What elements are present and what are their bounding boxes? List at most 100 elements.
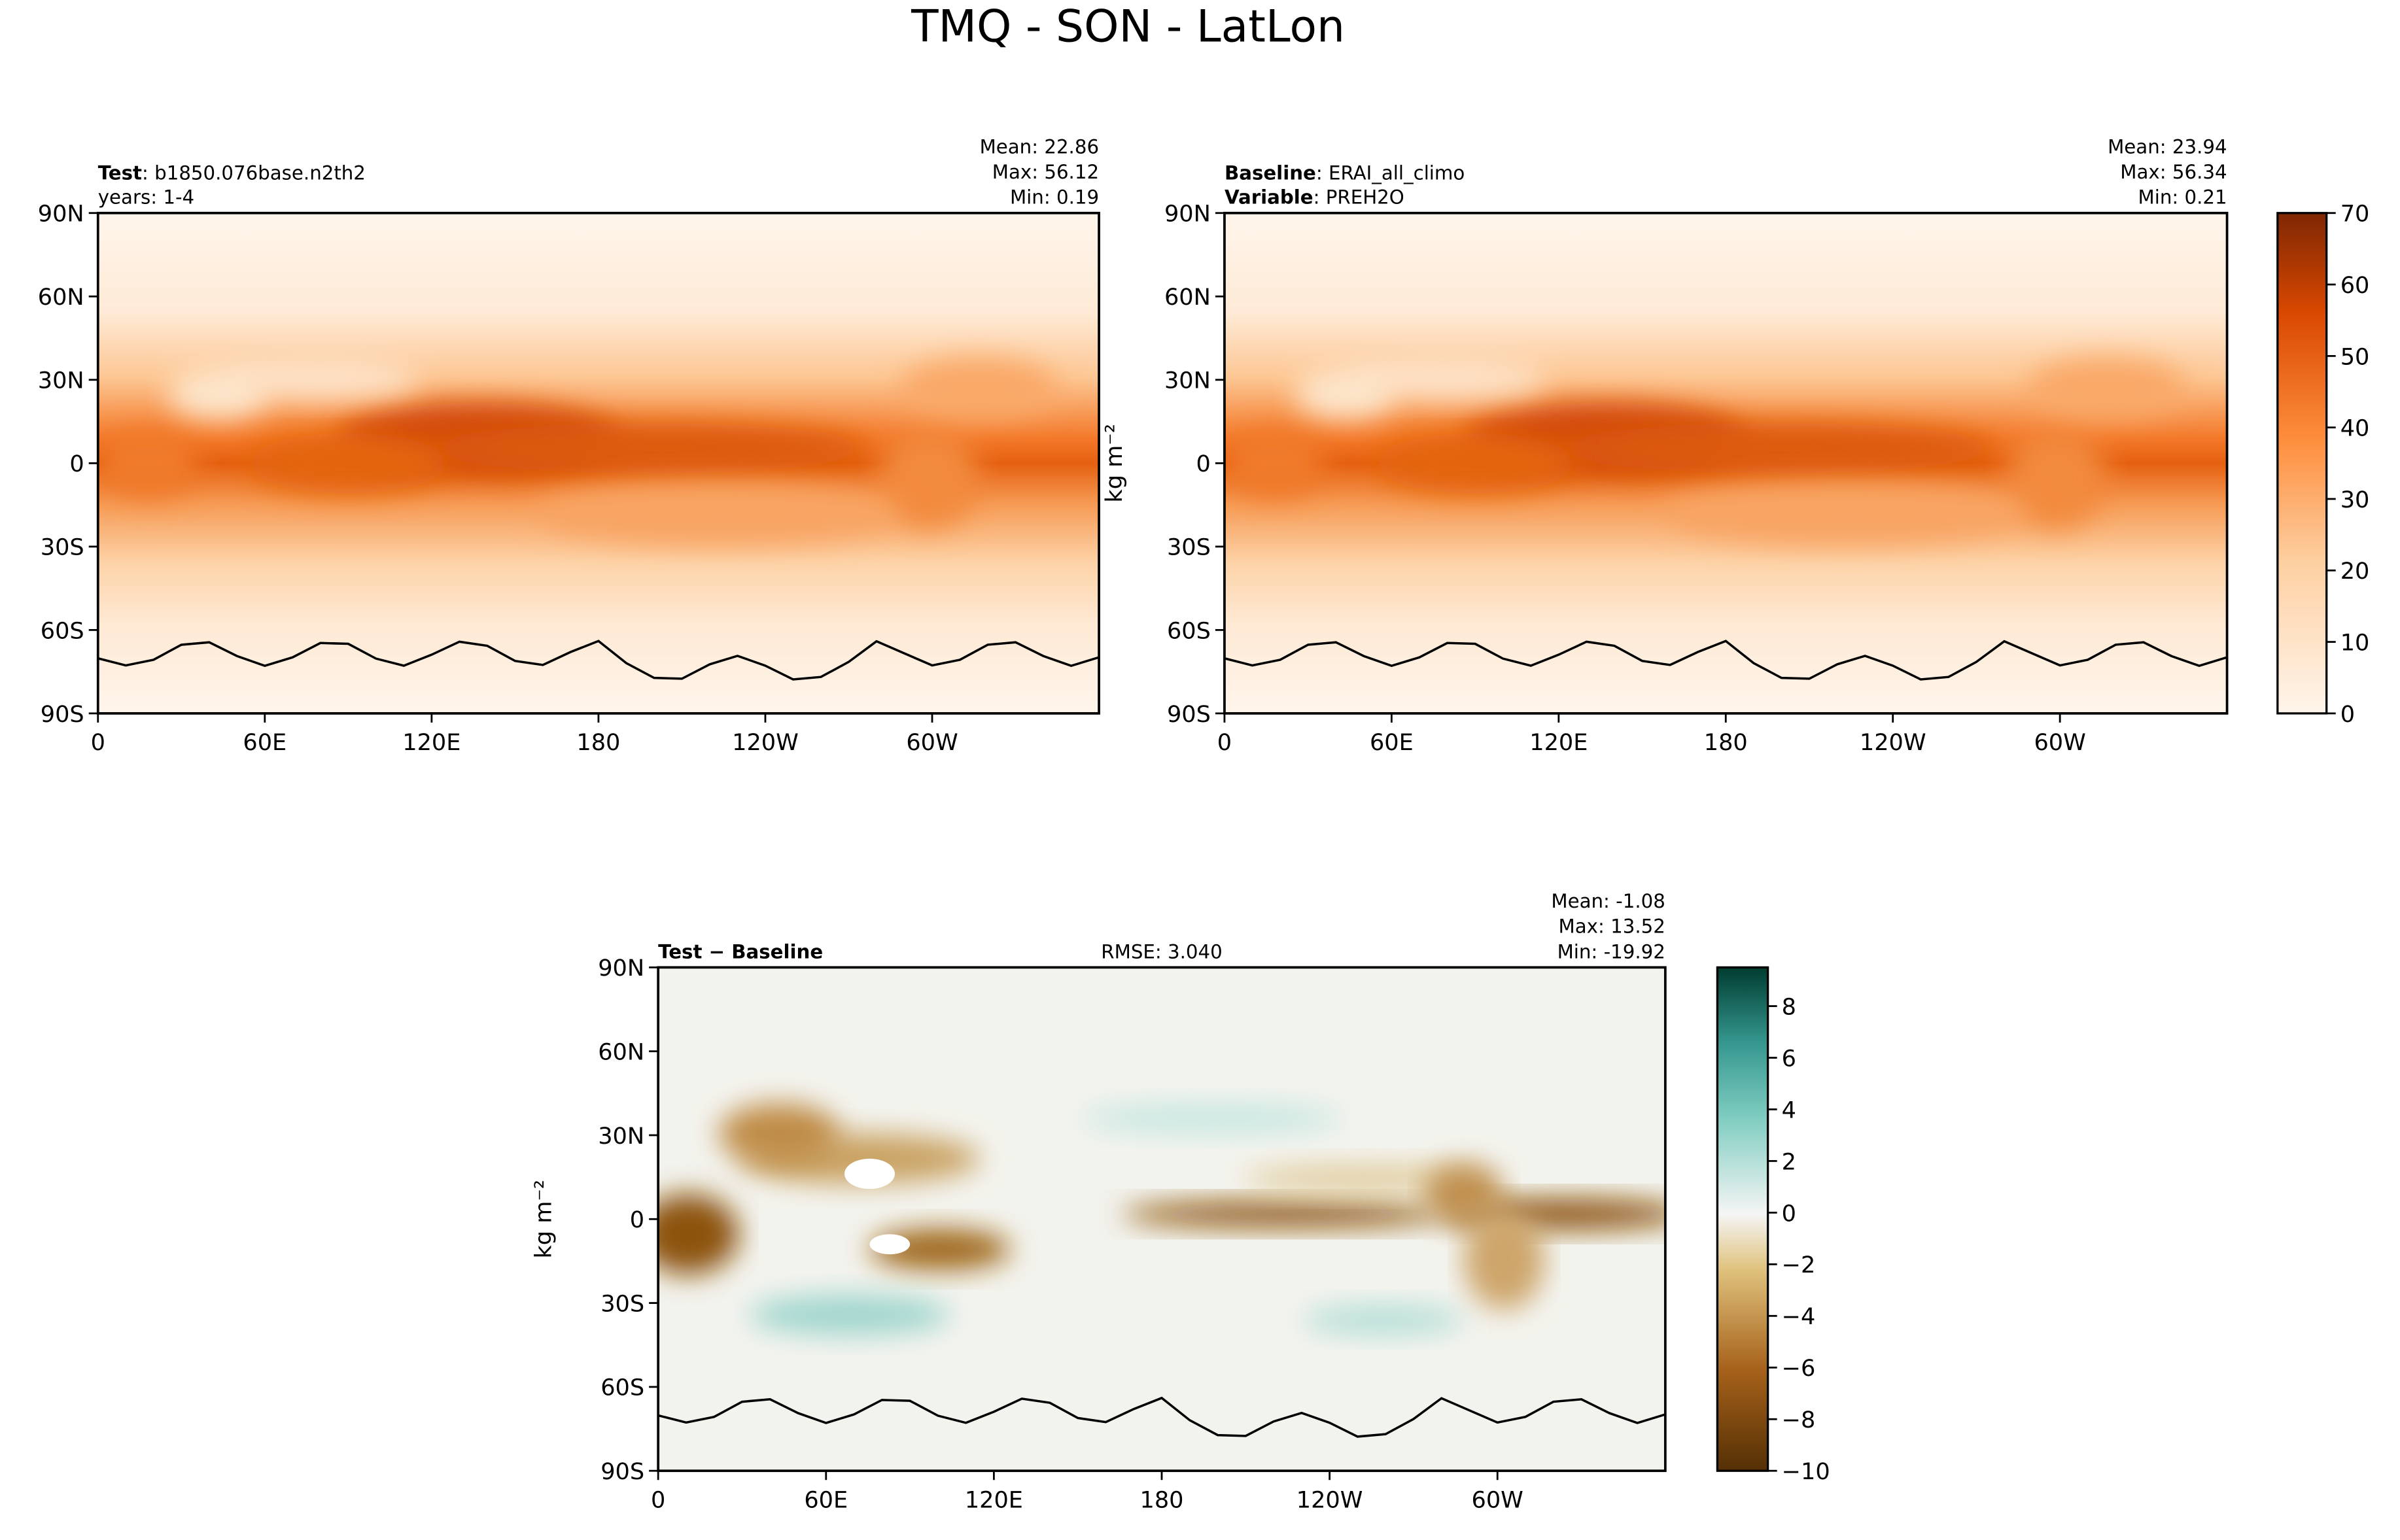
colorbar-tick-label: 40 — [2340, 415, 2370, 442]
panel-header: Test: b1850.076base.n2th2 — [98, 162, 366, 184]
lon-tick-label: 0 — [1217, 729, 1232, 756]
colorbar-tick-label: 2 — [1782, 1148, 1796, 1175]
lat-tick-label: 0 — [1196, 451, 1211, 477]
colorbar-tick-label: 60 — [2340, 272, 2370, 299]
field-blob — [428, 423, 869, 473]
lat-tick-label: 30S — [600, 1290, 644, 1317]
colorbar-tick-label: 4 — [1782, 1097, 1796, 1123]
lon-tick-label: 120E — [402, 729, 461, 756]
lat-tick-label: 30N — [38, 368, 84, 394]
lat-tick-label: 60S — [600, 1375, 644, 1401]
colorbar-tick-label: 0 — [1782, 1200, 1796, 1227]
lat-tick-label: 30N — [598, 1123, 644, 1150]
figure-title: TMQ - SON - LatLon — [911, 1, 1345, 53]
panel-header: Baseline: ERAI_all_climo — [1225, 162, 1465, 184]
panel-header: Test − Baseline — [658, 940, 823, 963]
lon-tick-label: 0 — [91, 729, 105, 756]
lon-tick-label: 60W — [906, 729, 958, 756]
panel-header: years: 1-4 — [98, 186, 194, 209]
lat-tick-label: 90N — [38, 201, 84, 228]
stat-label: Min: 0.19 — [1010, 186, 1099, 209]
lat-tick-label: 30S — [41, 534, 84, 561]
field-blob — [1463, 1208, 1545, 1310]
coastline — [97, 640, 1100, 681]
field-blob — [1423, 1163, 1504, 1224]
field-blob — [248, 433, 449, 494]
colorbar-tick-label: 8 — [1782, 993, 1796, 1020]
map-field — [97, 213, 1100, 713]
axis-label: kg m⁻² — [1101, 424, 1128, 502]
field-blob — [1081, 1103, 1344, 1134]
header-value: years: 1-4 — [98, 186, 194, 209]
field-blob — [2026, 358, 2187, 419]
lat-tick-label: 60N — [598, 1039, 644, 1066]
stat-label: Min: -19.92 — [1557, 940, 1665, 963]
colorbar-tick-label: 30 — [2340, 487, 2370, 513]
stat-label: Max: 13.52 — [1559, 915, 1665, 938]
lat-tick-label: 90S — [1167, 701, 1211, 728]
field-blob — [1242, 1163, 1484, 1194]
lon-tick-label: 60E — [243, 729, 287, 756]
field-blob — [748, 1294, 950, 1335]
stat-label: Mean: -1.08 — [1551, 890, 1665, 912]
lon-tick-label: 180 — [576, 729, 620, 756]
lat-tick-label: 0 — [630, 1206, 644, 1233]
stat-label: Min: 0.21 — [2138, 186, 2227, 209]
lon-tick-label: 0 — [651, 1486, 665, 1513]
lon-tick-label: 120W — [1860, 729, 1926, 756]
field-blob — [878, 428, 979, 528]
lat-tick-label: 0 — [69, 451, 84, 477]
header-value: : b1850.076base.n2th2 — [142, 162, 366, 184]
header-key: Baseline — [1225, 162, 1316, 184]
field-blob — [718, 1103, 840, 1164]
colorbar-tick-label: −2 — [1782, 1252, 1816, 1278]
field-blob — [2006, 428, 2107, 528]
lon-tick-label: 120E — [1529, 729, 1588, 756]
colorbar-tick-label: −4 — [1782, 1303, 1816, 1330]
colorbar-tick-label: 50 — [2340, 343, 2370, 370]
lat-tick-label: 90S — [600, 1458, 644, 1485]
field-blob — [1374, 433, 1576, 494]
field-blob — [218, 358, 419, 398]
colorbar-tick-label: 6 — [1782, 1045, 1796, 1072]
lon-tick-label: 60E — [1370, 729, 1414, 756]
colorbar-tick-label: 10 — [2340, 629, 2370, 656]
lat-tick-label: 30N — [1164, 368, 1211, 394]
lon-tick-label: 120W — [732, 729, 799, 756]
field-blob — [658, 1193, 739, 1275]
field-blob — [899, 358, 1059, 419]
lat-tick-label: 60N — [38, 284, 84, 311]
field-blob — [1555, 423, 1997, 473]
colorbar-tick-label: −8 — [1782, 1407, 1816, 1433]
field-blob — [538, 483, 899, 543]
lat-tick-label: 60S — [41, 617, 84, 644]
colorbar-tick-label: 20 — [2340, 558, 2370, 585]
lat-tick-label: 90N — [598, 955, 644, 982]
rmse-label: RMSE: 3.040 — [1101, 940, 1222, 963]
lat-tick-label: 90N — [1164, 201, 1211, 228]
field-blob — [1121, 1201, 1444, 1227]
stat-label: Mean: 22.86 — [980, 136, 1100, 158]
header-value: : PREH2O — [1313, 186, 1404, 209]
colorbar — [1716, 966, 1769, 1472]
colorbar-tick-label: −10 — [1782, 1458, 1830, 1485]
lat-tick-label: 90S — [41, 701, 84, 728]
lat-tick-label: 60S — [1167, 617, 1211, 644]
lon-tick-label: 60W — [1472, 1486, 1523, 1513]
field-blob — [1295, 368, 1395, 419]
map-field — [658, 967, 1665, 1471]
colorbar-tick-label: 0 — [2340, 701, 2355, 728]
lat-tick-label: 30S — [1167, 534, 1211, 561]
lon-tick-label: 120E — [965, 1486, 1023, 1513]
map-field — [1224, 213, 2227, 713]
field-blob — [97, 428, 198, 498]
lon-tick-label: 60E — [804, 1486, 848, 1513]
header-value: : ERAI_all_climo — [1316, 162, 1465, 184]
lon-tick-label: 180 — [1140, 1486, 1184, 1513]
field-blob — [167, 368, 268, 419]
lon-tick-label: 120W — [1296, 1486, 1363, 1513]
stat-label: Mean: 23.94 — [2108, 136, 2227, 158]
lat-tick-label: 60N — [1164, 284, 1211, 311]
stat-label: Max: 56.34 — [2120, 161, 2227, 183]
